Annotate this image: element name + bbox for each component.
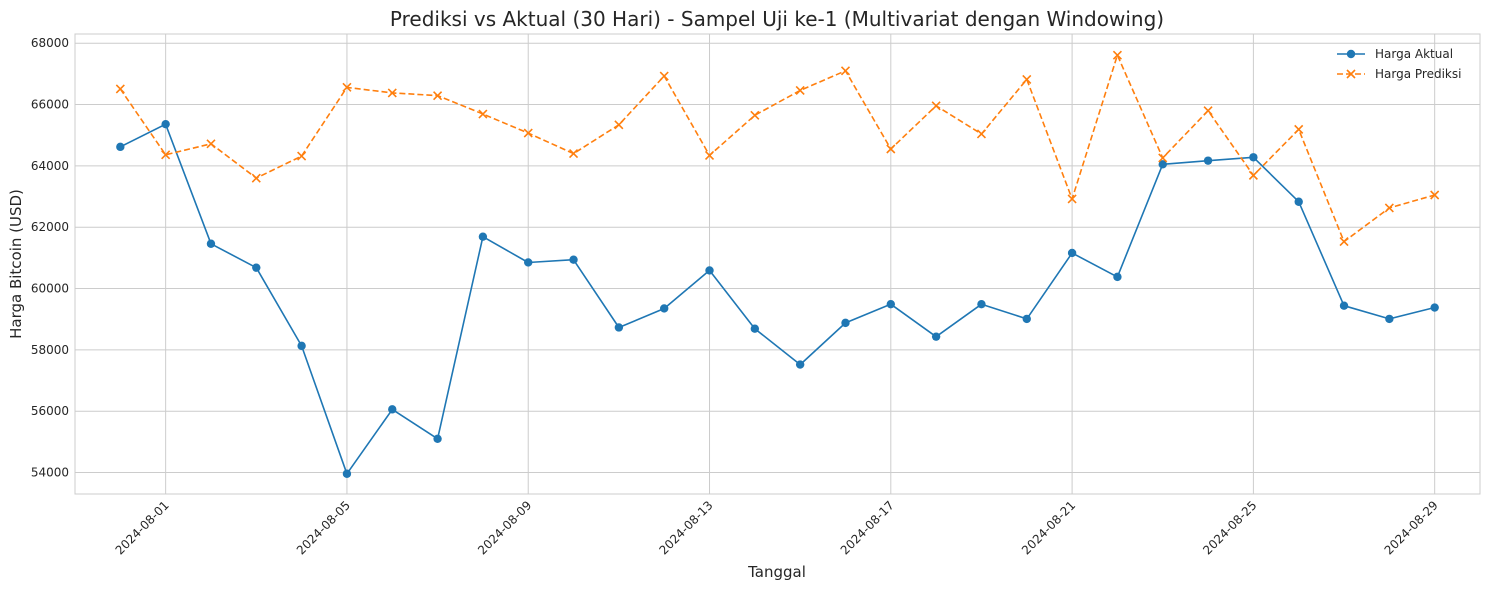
data-point xyxy=(977,299,986,309)
x-tick-label: 2024-08-17 xyxy=(838,498,897,557)
data-point xyxy=(704,150,715,161)
data-point xyxy=(1294,124,1304,134)
grid xyxy=(75,34,1480,494)
y-tick-label: 66000 xyxy=(31,98,69,112)
data-point xyxy=(1339,237,1349,247)
legend-label: Harga Aktual xyxy=(1375,47,1453,61)
y-tick-label: 60000 xyxy=(31,282,69,296)
data-point xyxy=(1067,194,1077,204)
data-point xyxy=(251,173,261,183)
data-point xyxy=(841,318,850,328)
data-point xyxy=(1158,160,1167,169)
legend-marker xyxy=(1346,69,1356,79)
data-point xyxy=(297,151,307,161)
data-point xyxy=(478,232,488,241)
series-1 xyxy=(116,119,1439,478)
data-point xyxy=(1339,301,1349,310)
y-tick-label: 54000 xyxy=(31,466,69,480)
data-point xyxy=(297,341,306,351)
x-tick-label: 2024-08-25 xyxy=(1200,498,1259,557)
series-line xyxy=(119,123,1435,475)
data-point xyxy=(1430,303,1439,312)
legend: Harga Aktual Harga Prediksi xyxy=(1337,47,1461,81)
legend-item: Harga Aktual xyxy=(1337,47,1453,61)
legend-item: Harga Prediksi xyxy=(1337,67,1461,81)
data-point xyxy=(1203,156,1213,165)
data-point xyxy=(659,304,669,313)
data-point xyxy=(614,120,624,130)
data-point xyxy=(524,258,533,267)
y-tick-label: 56000 xyxy=(31,404,69,418)
data-point xyxy=(1294,197,1303,206)
series-line xyxy=(119,54,1435,243)
data-point xyxy=(568,149,579,159)
data-point xyxy=(1249,153,1258,162)
data-point xyxy=(1067,248,1077,258)
y-axis-label: Harga Bitcoin (USD) xyxy=(7,189,25,339)
data-point xyxy=(795,85,805,95)
data-point xyxy=(931,332,941,341)
legend-marker xyxy=(1346,49,1356,59)
series-2 xyxy=(115,50,1440,247)
data-point xyxy=(115,84,125,94)
y-tick-label: 62000 xyxy=(31,220,69,234)
data-point xyxy=(523,128,533,138)
data-point xyxy=(976,129,987,139)
data-point xyxy=(1113,272,1122,282)
data-point xyxy=(206,239,216,248)
data-point xyxy=(886,299,896,309)
data-point xyxy=(1430,190,1440,200)
x-tick-label: 2024-08-13 xyxy=(656,498,715,557)
data-point xyxy=(388,405,397,414)
data-point xyxy=(387,88,397,98)
data-point xyxy=(750,324,760,333)
data-point xyxy=(478,109,488,119)
data-point xyxy=(1022,74,1032,84)
data-point xyxy=(569,255,578,264)
data-point xyxy=(795,360,805,369)
y-tick-label: 64000 xyxy=(31,159,69,173)
data-point xyxy=(433,434,442,443)
data-point xyxy=(161,150,171,160)
data-point xyxy=(750,110,760,120)
data-point xyxy=(433,91,443,101)
data-point xyxy=(342,82,352,92)
x-tick-label: 2024-08-29 xyxy=(1382,498,1441,557)
series-layer xyxy=(115,50,1440,478)
y-tick-label: 68000 xyxy=(31,36,69,50)
x-tick-label: 2024-08-09 xyxy=(475,498,534,557)
data-point xyxy=(614,323,624,332)
x-tick-label: 2024-08-05 xyxy=(294,498,353,557)
x-tick-label: 2024-08-21 xyxy=(1019,498,1078,557)
data-point xyxy=(161,119,170,129)
x-tick-label: 2024-08-01 xyxy=(113,498,172,557)
chart-title: Prediksi vs Aktual (30 Hari) - Sampel Uj… xyxy=(390,7,1164,31)
data-point xyxy=(342,469,352,478)
data-point xyxy=(1203,106,1213,116)
data-point xyxy=(1022,314,1031,324)
data-point xyxy=(886,144,896,154)
y-tick-label: 58000 xyxy=(31,343,69,357)
data-point xyxy=(1112,50,1122,60)
data-point xyxy=(252,263,261,272)
data-point xyxy=(659,71,669,81)
data-point xyxy=(116,142,125,152)
plot-frame xyxy=(74,33,1481,495)
tick-labels: 54000 56000 58000 60000 62000 64000 66000 68000… xyxy=(31,36,1441,557)
data-point xyxy=(931,101,941,111)
data-point xyxy=(1384,203,1394,213)
data-point xyxy=(1248,170,1258,180)
data-point xyxy=(1385,314,1394,324)
data-point xyxy=(705,266,714,275)
legend-label: Harga Prediksi xyxy=(1375,67,1461,81)
data-point xyxy=(206,139,216,149)
data-point xyxy=(1158,153,1168,163)
x-axis-label: Tanggal xyxy=(747,563,806,581)
data-point xyxy=(840,66,851,76)
